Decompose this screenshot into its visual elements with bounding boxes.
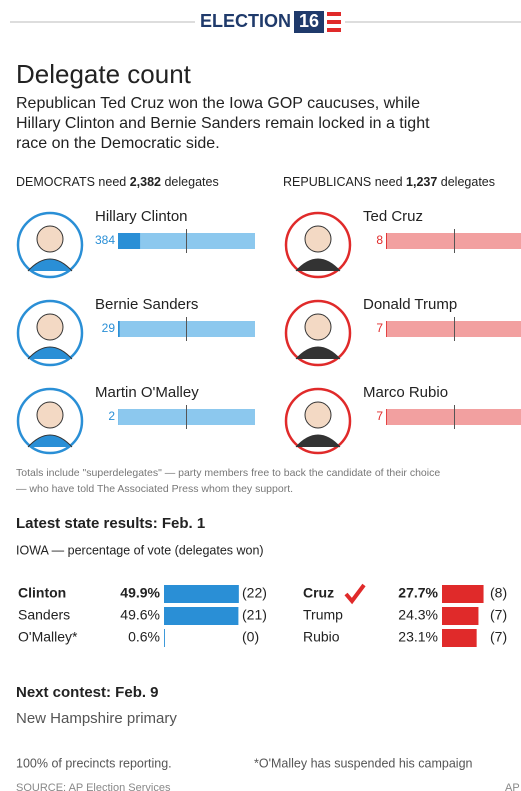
bar: [442, 585, 484, 603]
footnote: *O'Malley has suspended his campaign: [254, 756, 473, 770]
party: DEMOCRATS: [16, 175, 95, 189]
pct: 0.6%: [128, 629, 160, 645]
results-title: Latest state results: Feb. 1: [16, 515, 205, 532]
precincts: 100% of precincts reporting.: [16, 756, 172, 770]
name: Clinton: [18, 585, 66, 601]
won: (8): [490, 585, 507, 601]
candidate-name: Martin O'Malley: [95, 384, 199, 401]
stripe: [327, 28, 341, 32]
bar-track: [386, 409, 521, 425]
delegates: 384: [95, 233, 115, 247]
avatar-head: [305, 402, 331, 428]
avatar-head: [37, 226, 63, 252]
subtitle: race on the Democratic side.: [16, 135, 220, 152]
candidate-name: Hillary Clinton: [95, 208, 188, 225]
title: Delegate count: [16, 59, 192, 89]
bar: [164, 629, 165, 647]
candidate-name: Marco Rubio: [363, 384, 448, 401]
bar: [386, 321, 387, 337]
bar: [164, 607, 238, 625]
delegates: 7: [376, 409, 383, 423]
delegates: 29: [102, 321, 116, 335]
bar: [118, 321, 120, 337]
party-need: DEMOCRATS need 2,382 delegates: [16, 175, 219, 189]
bar: [442, 607, 478, 625]
pct: 24.3%: [398, 607, 438, 623]
need: need: [98, 175, 126, 189]
credit: AP: [505, 782, 520, 791]
bar: [386, 233, 387, 249]
check: [346, 585, 364, 601]
stripe: [327, 12, 341, 16]
bar-track: [386, 233, 521, 249]
bar: [118, 233, 140, 249]
subtitle: Hillary Clinton and Bernie Sanders remai…: [16, 115, 430, 132]
avatar-head: [37, 402, 63, 428]
pct: 23.1%: [398, 629, 438, 645]
source: SOURCE: AP Election Services: [16, 782, 171, 791]
pct: 27.7%: [398, 585, 438, 601]
delegates: 8: [376, 233, 383, 247]
won: (0): [242, 629, 259, 645]
delegates: 7: [376, 321, 383, 335]
brand: ELECTION: [200, 11, 291, 31]
next-title: Next contest: Feb. 9: [16, 684, 159, 701]
name: Trump: [303, 607, 343, 623]
pct: 49.6%: [120, 607, 160, 623]
needed: 1,237: [406, 175, 437, 189]
won: (7): [490, 629, 507, 645]
unit: delegates: [164, 175, 218, 189]
party-need: REPUBLICANS need 1,237 delegates: [283, 175, 495, 189]
bar-track: [386, 321, 521, 337]
name: Sanders: [18, 607, 70, 623]
candidate-name: Bernie Sanders: [95, 296, 198, 313]
bar: [442, 629, 477, 647]
bar: [386, 409, 387, 425]
won: (7): [490, 607, 507, 623]
subtitle: Republican Ted Cruz won the Iowa GOP cau…: [16, 95, 420, 112]
results-subtitle: IOWA — percentage of vote (delegates won…: [16, 543, 264, 557]
party: REPUBLICANS: [283, 175, 371, 189]
brand-year: 16: [299, 11, 319, 31]
avatar-head: [305, 226, 331, 252]
infographic: ELECTION 16 Delegate count Republican Te…: [0, 0, 521, 791]
candidate-name: Donald Trump: [363, 296, 457, 313]
avatar-head: [37, 314, 63, 340]
pct: 49.9%: [120, 585, 160, 601]
name: Cruz: [303, 585, 334, 601]
delegates: 2: [108, 409, 115, 423]
note: — who have told The Associated Press who…: [16, 483, 293, 495]
note: Totals include "superdelegates" — party …: [16, 467, 440, 479]
stripe: [327, 20, 341, 24]
bar: [164, 585, 239, 603]
won: (21): [242, 607, 267, 623]
name: Rubio: [303, 629, 340, 645]
need: need: [375, 175, 403, 189]
needed: 2,382: [130, 175, 161, 189]
name: O'Malley*: [18, 629, 78, 645]
next-event: New Hampshire primary: [16, 710, 177, 727]
won: (22): [242, 585, 267, 601]
unit: delegates: [441, 175, 495, 189]
candidate-name: Ted Cruz: [363, 208, 423, 225]
avatar-head: [305, 314, 331, 340]
